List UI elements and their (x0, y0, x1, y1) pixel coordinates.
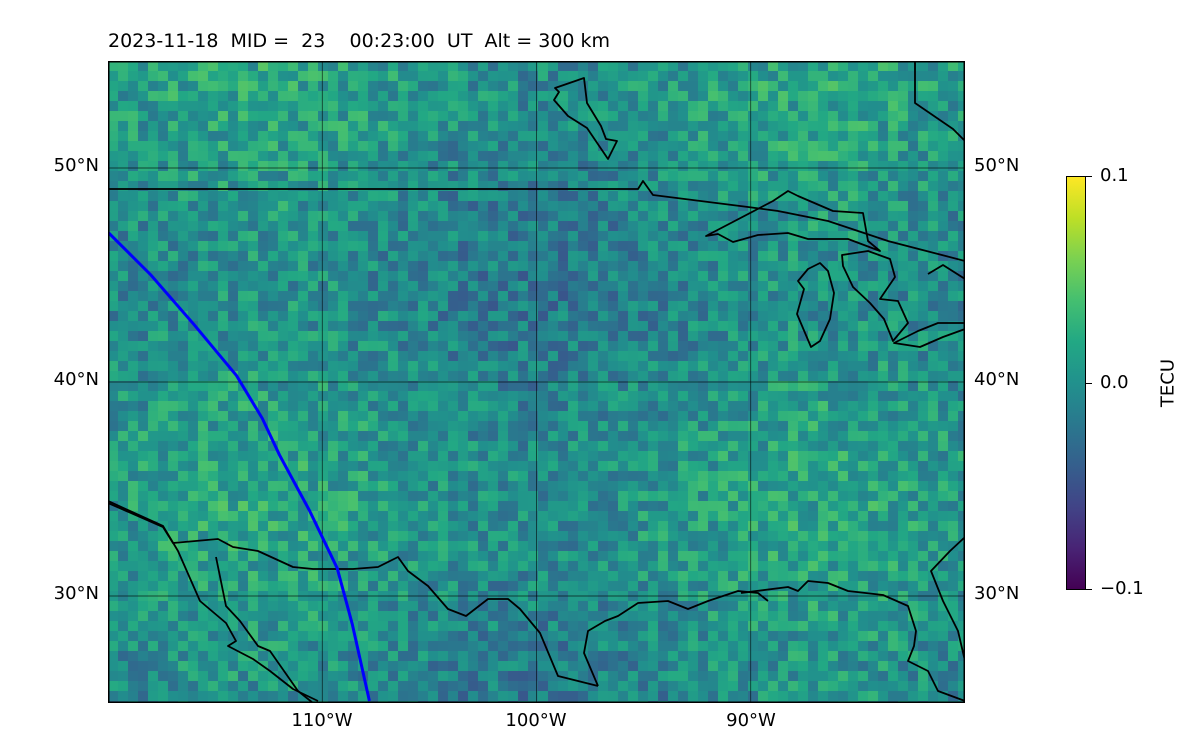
lat-label-40-right: 40°N (974, 369, 1020, 390)
lake-superior (705, 190, 881, 252)
colorbar-label-min: −0.1 (1100, 578, 1144, 599)
mexico-border (108, 502, 599, 687)
michigan-thumb (927, 264, 965, 280)
lake-huron (841, 250, 909, 342)
lat-label-40-left: 40°N (53, 369, 99, 390)
lon-label-100w: 100°W (505, 710, 567, 731)
florida-coast (930, 536, 965, 662)
lat-label-30-left: 30°N (53, 583, 99, 604)
lat-label-50-left: 50°N (53, 155, 99, 176)
lat-label-30-right: 30°N (974, 583, 1020, 604)
coastlines-borders (108, 61, 965, 703)
lake-michigan (796, 262, 835, 348)
colorbar-label-max: 0.1 (1100, 165, 1129, 186)
plot-title: 2023-11-18 MID = 23 00:23:00 UT Alt = 30… (108, 30, 611, 52)
canada-us-border (108, 180, 965, 262)
colorbar-tick-min (1086, 589, 1092, 590)
gulf-coast-texas (583, 590, 769, 687)
colorbar-tick-zero (1086, 383, 1092, 384)
map-frame (108, 61, 965, 703)
lake-erie-ontario (893, 322, 965, 348)
satellite-track (108, 231, 371, 702)
lon-label-110w: 110°W (291, 710, 353, 731)
tec-map (108, 61, 965, 703)
lat-label-50-right: 50°N (974, 155, 1020, 176)
hudson-bay-coast (914, 61, 965, 142)
colorbar (1066, 176, 1086, 590)
gulf-coast-louisiana (740, 580, 965, 702)
colorbar-label-zero: 0.0 (1100, 372, 1129, 393)
gridlines (108, 61, 965, 703)
lon-label-90w: 90°W (726, 710, 776, 731)
colorbar-tick-max (1086, 176, 1092, 177)
lake-winnipeg-coast (553, 77, 618, 160)
colorbar-title: TECU (1157, 358, 1179, 408)
baja-peninsula (108, 500, 319, 702)
baja-west-coast (215, 556, 314, 703)
map-svg (108, 61, 965, 703)
